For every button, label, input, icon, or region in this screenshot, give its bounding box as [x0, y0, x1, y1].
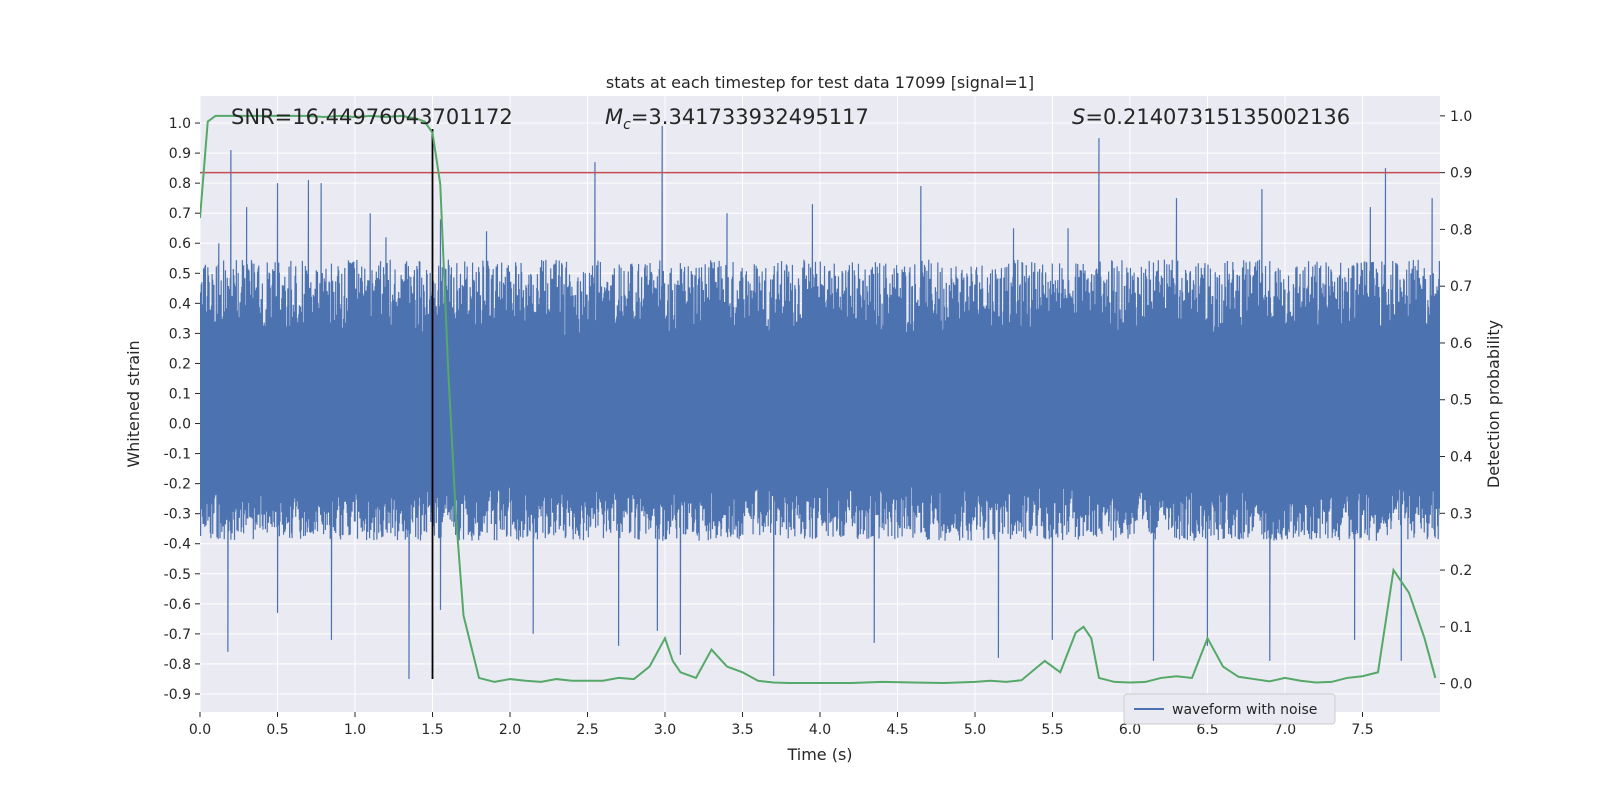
y-tick-label-11: -0.1 [164, 447, 191, 463]
legend-entry-waveform: waveform with noise [1172, 702, 1317, 718]
y2-tick-label-4: 0.6 [1450, 336, 1472, 352]
y-tick-label-15: -0.5 [164, 567, 191, 583]
y-tick-label-4: 0.6 [169, 236, 191, 252]
chirp-mass-annotation: Mc=3.341733932495117 [605, 105, 869, 133]
x-axis-ticks: 0.0 0.5 1.0 1.5 2.0 2.5 3.0 3.5 4.0 4.5 5.0 5.5 6.0 6… [189, 712, 1374, 738]
x-tick-label-14: 7.0 [1274, 722, 1296, 738]
y-tick-label-16: -0.6 [164, 597, 191, 613]
y-tick-label-6: 0.4 [169, 296, 191, 312]
y-tick-label-2: 0.8 [169, 176, 191, 192]
chirp-mass-subscript: c [623, 117, 631, 133]
y-tick-label-9: 0.1 [169, 386, 191, 402]
y-tick-label-0: 1.0 [169, 116, 191, 132]
y-axis-label: Whitened strain [124, 340, 143, 467]
y-tick-label-17: -0.7 [164, 627, 191, 643]
y-tick-label-19: -0.9 [164, 687, 191, 703]
y2-tick-label-5: 0.5 [1450, 393, 1472, 409]
y-tick-label-18: -0.8 [164, 657, 191, 673]
y-tick-label-7: 0.3 [169, 326, 191, 342]
x-tick-label-8: 4.0 [809, 722, 831, 738]
x-tick-label-2: 1.0 [344, 722, 366, 738]
y-tick-label-10: 0.0 [169, 417, 191, 433]
y2-tick-label-3: 0.7 [1450, 279, 1472, 295]
s-value: =0.21407315135002136 [1085, 105, 1350, 129]
y-tick-label-3: 0.7 [169, 206, 191, 222]
waveform-line [200, 126, 1440, 679]
x-tick-label-4: 2.0 [499, 722, 521, 738]
legend-box [1123, 693, 1336, 725]
y2-tick-label-0: 1.0 [1450, 109, 1472, 125]
s-annotation: S=0.21407315135002136 [1072, 105, 1350, 129]
x-tick-label-5: 2.5 [576, 722, 598, 738]
y2-axis-ticks: 1.0 0.9 0.8 0.7 0.6 0.5 0.4 0.3 0.2 0.1 0.0 [1440, 109, 1472, 693]
s-symbol: S [1072, 105, 1085, 129]
x-tick-label-3: 1.5 [421, 722, 443, 738]
y-tick-label-5: 0.5 [169, 266, 191, 282]
y2-tick-label-6: 0.4 [1450, 450, 1472, 466]
waveform-series [200, 126, 1440, 679]
x-tick-label-0: 0.0 [189, 722, 211, 738]
overlay-series [200, 114, 1440, 685]
y-tick-label-8: 0.2 [169, 356, 191, 372]
x-tick-label-15: 7.5 [1351, 722, 1373, 738]
x-tick-label-13: 6.5 [1196, 722, 1218, 738]
x-tick-label-11: 5.5 [1041, 722, 1063, 738]
y-tick-label-1: 0.9 [169, 146, 191, 162]
y2-tick-label-1: 0.9 [1450, 166, 1472, 182]
x-tick-label-12: 6.0 [1119, 722, 1141, 738]
y-axis-ticks: 1.0 0.9 0.8 0.7 0.6 0.5 0.4 0.3 0.2 0.1 0.0 -0.1 -0.… [164, 116, 200, 703]
x-tick-label-10: 5.0 [964, 722, 986, 738]
x-tick-label-6: 3.0 [654, 722, 676, 738]
x-tick-label-1: 0.5 [266, 722, 288, 738]
y-tick-label-13: -0.3 [164, 507, 191, 523]
snr-annotation: SNR=16.44976043701172 [231, 105, 513, 129]
x-axis-label: Time (s) [786, 745, 852, 764]
y2-tick-label-2: 0.8 [1450, 222, 1472, 238]
y-tick-label-14: -0.4 [164, 537, 191, 553]
x-tick-label-9: 4.5 [886, 722, 908, 738]
chart-title: stats at each timestep for test data 170… [606, 73, 1034, 92]
y-tick-label-12: -0.2 [164, 477, 191, 493]
y2-tick-label-10: 0.0 [1450, 677, 1472, 693]
y2-tick-label-8: 0.2 [1450, 563, 1472, 579]
probability-line [200, 114, 1437, 685]
y2-axis-label: Detection probability [1484, 320, 1503, 488]
chirp-mass-symbol: M [605, 105, 623, 129]
y2-tick-label-9: 0.1 [1450, 620, 1472, 636]
legend: waveform with noise [1123, 693, 1336, 725]
x-tick-label-7: 3.5 [731, 722, 753, 738]
chirp-mass-value: =3.341733932495117 [631, 105, 869, 129]
y2-tick-label-7: 0.3 [1450, 506, 1472, 522]
